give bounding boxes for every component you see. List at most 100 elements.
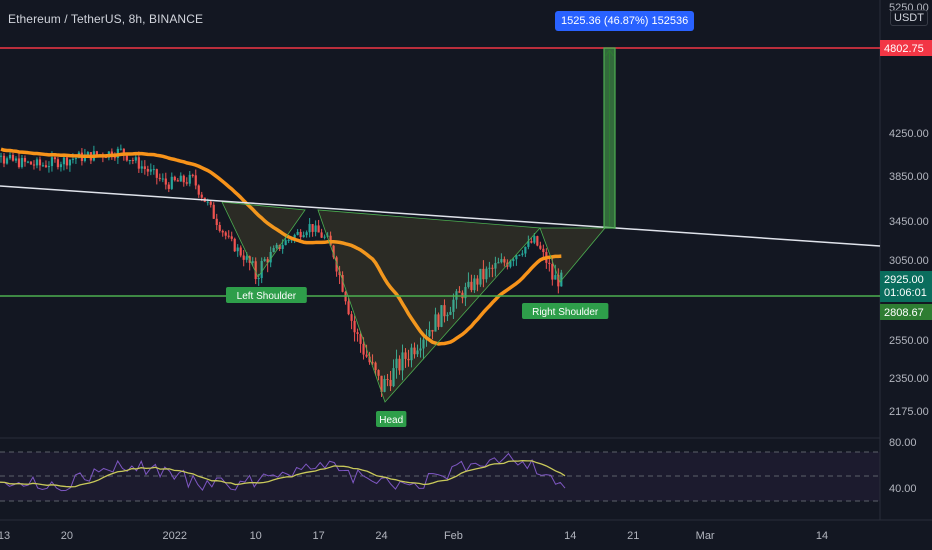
candle-body	[164, 178, 167, 185]
candle-body	[368, 356, 371, 363]
candle-body	[317, 225, 320, 233]
moving-average-line	[0, 147, 562, 346]
candle-body	[320, 232, 323, 238]
price-tick-label: 2550.00	[889, 335, 929, 347]
candle-body	[449, 311, 452, 315]
candle-body	[281, 245, 284, 249]
tag-support-bg	[880, 304, 932, 320]
candle-body	[260, 260, 263, 279]
time-tick-label: Mar	[696, 530, 715, 542]
candle-body	[47, 166, 51, 168]
candle-body	[530, 241, 533, 243]
candle-body	[338, 271, 341, 276]
time-tick-label: 20	[61, 530, 73, 542]
candle-body	[377, 370, 380, 376]
time-tick-label: 14	[816, 530, 828, 542]
candle-body	[2, 155, 6, 164]
candle-body	[512, 259, 515, 262]
candle-body	[128, 160, 131, 162]
candle-body	[536, 236, 539, 246]
candle-body	[350, 314, 353, 321]
label-head-bg	[376, 411, 407, 427]
candle-body	[353, 320, 356, 333]
candle-body	[23, 158, 27, 162]
candle-body	[395, 358, 398, 369]
candle-body	[215, 218, 218, 225]
candle-body	[452, 299, 455, 312]
candle-body	[302, 235, 305, 238]
price-tick-label: 3850.00	[889, 171, 929, 183]
candle-body	[68, 159, 72, 166]
tag-last-price-text: 01:06:01	[884, 287, 927, 299]
candle-body	[242, 255, 245, 260]
time-tick-label: 13	[0, 530, 10, 542]
candle-body	[401, 352, 404, 371]
candle-body	[473, 278, 476, 291]
candle-body	[206, 201, 209, 203]
head-shape	[317, 209, 541, 403]
neckline	[0, 185, 881, 247]
candle-body	[494, 262, 497, 269]
candle-body	[341, 275, 344, 292]
candle-body	[194, 175, 197, 186]
candle-body	[188, 174, 191, 184]
candle-body	[227, 235, 230, 237]
candle-body	[140, 166, 143, 169]
rsi-tick-label: 40.00	[889, 483, 917, 495]
candle-body	[275, 244, 278, 248]
label-left-shoulder-bg	[226, 287, 307, 303]
candle-body	[209, 201, 212, 205]
candle-body	[374, 362, 377, 371]
candle-body	[326, 235, 329, 237]
label-right-shoulder-text: Right Shoulder	[532, 307, 599, 318]
candle-body	[20, 158, 24, 168]
candle-body	[257, 278, 260, 280]
label-right-shoulder-bg	[522, 303, 609, 319]
time-tick-label: 21	[627, 530, 639, 542]
candle-body	[8, 155, 12, 159]
candle-body	[119, 148, 122, 150]
candle-body	[71, 158, 75, 160]
label-left-shoulder: Left Shoulder	[226, 287, 307, 303]
candle-body	[131, 160, 134, 162]
price-tick-label: 3450.00	[889, 216, 929, 228]
tag-target: 4802.75	[880, 40, 932, 56]
candle-body	[464, 286, 467, 299]
candle-body	[62, 157, 66, 165]
candle-body	[467, 281, 470, 287]
candle-body	[122, 148, 125, 156]
candle-body	[404, 352, 407, 359]
time-tick-label: 10	[250, 530, 262, 542]
candle-body	[446, 314, 449, 317]
candle-body	[125, 155, 128, 161]
candle-body	[278, 244, 281, 249]
candle-body	[332, 245, 335, 258]
candle-body	[191, 174, 194, 176]
tag-target-text: 4802.75	[884, 43, 924, 55]
candle-body	[185, 182, 188, 184]
candle-body	[59, 164, 63, 168]
tag-last-price-bg	[880, 271, 932, 302]
candle-body	[74, 158, 78, 160]
currency-button[interactable]: USDT	[890, 10, 928, 26]
candle-body	[218, 224, 221, 231]
candle-body	[518, 254, 521, 256]
candle-body	[41, 165, 45, 167]
rsi-signal-line	[0, 460, 566, 488]
candle-body	[539, 245, 542, 249]
candle-body	[134, 157, 137, 161]
candle-body	[200, 194, 203, 198]
candle-body	[137, 157, 140, 169]
candle-body	[266, 259, 269, 263]
candle-body	[35, 159, 39, 166]
candle-body	[32, 164, 36, 166]
candle-body	[542, 248, 545, 253]
candle-body	[161, 178, 164, 180]
candle-body	[485, 268, 488, 280]
price-tick-label: 4250.00	[889, 128, 929, 140]
time-tick-label: Feb	[444, 530, 463, 542]
candle-body	[152, 169, 155, 171]
candle-body	[479, 268, 482, 285]
candle-body	[428, 330, 431, 337]
